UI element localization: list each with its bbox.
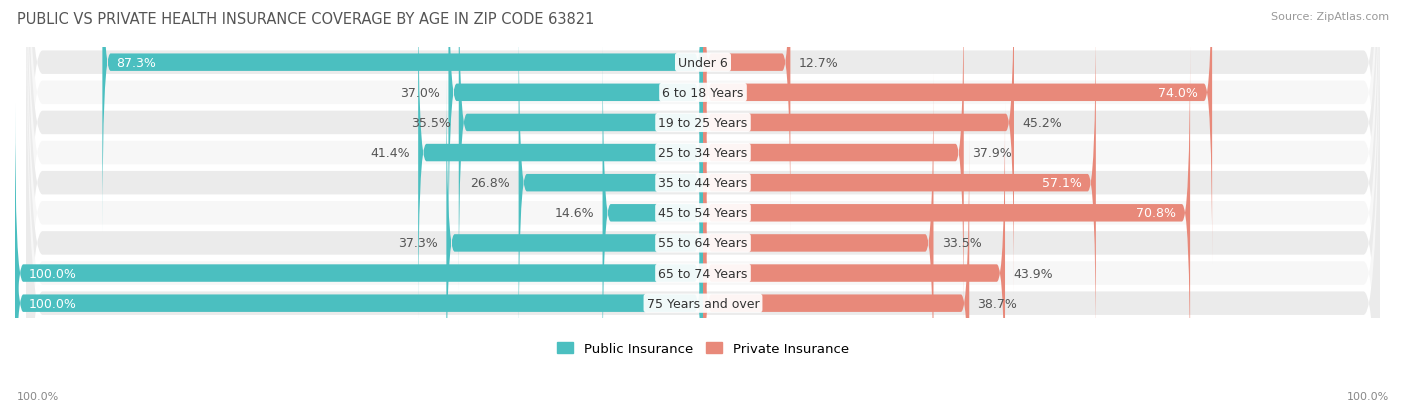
FancyBboxPatch shape <box>449 0 703 265</box>
FancyBboxPatch shape <box>25 0 1381 413</box>
Text: 38.7%: 38.7% <box>977 297 1018 310</box>
Legend: Public Insurance, Private Insurance: Public Insurance, Private Insurance <box>553 337 853 361</box>
FancyBboxPatch shape <box>703 0 1014 295</box>
FancyBboxPatch shape <box>15 132 703 413</box>
Text: Source: ZipAtlas.com: Source: ZipAtlas.com <box>1271 12 1389 22</box>
Text: 100.0%: 100.0% <box>17 391 59 401</box>
Text: 100.0%: 100.0% <box>28 267 77 280</box>
FancyBboxPatch shape <box>703 132 969 413</box>
FancyBboxPatch shape <box>519 12 703 355</box>
Text: 37.3%: 37.3% <box>398 237 439 250</box>
FancyBboxPatch shape <box>418 0 703 325</box>
Text: 100.0%: 100.0% <box>1347 391 1389 401</box>
Text: 35 to 44 Years: 35 to 44 Years <box>658 177 748 190</box>
FancyBboxPatch shape <box>703 0 1212 265</box>
Text: 43.9%: 43.9% <box>1014 267 1053 280</box>
Text: 14.6%: 14.6% <box>555 207 595 220</box>
Text: 37.9%: 37.9% <box>972 147 1012 160</box>
Text: 70.8%: 70.8% <box>1136 207 1177 220</box>
FancyBboxPatch shape <box>103 0 703 235</box>
Text: 55 to 64 Years: 55 to 64 Years <box>658 237 748 250</box>
FancyBboxPatch shape <box>603 42 703 385</box>
FancyBboxPatch shape <box>703 0 790 235</box>
Text: 12.7%: 12.7% <box>799 57 838 69</box>
Text: 37.0%: 37.0% <box>401 87 440 100</box>
Text: 75 Years and over: 75 Years and over <box>647 297 759 310</box>
FancyBboxPatch shape <box>25 0 1381 413</box>
Text: 74.0%: 74.0% <box>1159 87 1198 100</box>
Text: 45.2%: 45.2% <box>1022 116 1062 130</box>
FancyBboxPatch shape <box>703 72 934 413</box>
Text: 26.8%: 26.8% <box>471 177 510 190</box>
FancyBboxPatch shape <box>25 0 1381 412</box>
FancyBboxPatch shape <box>446 72 703 413</box>
Text: 87.3%: 87.3% <box>117 57 156 69</box>
Text: 6 to 18 Years: 6 to 18 Years <box>662 87 744 100</box>
FancyBboxPatch shape <box>15 102 703 413</box>
Text: Under 6: Under 6 <box>678 57 728 69</box>
FancyBboxPatch shape <box>458 0 703 295</box>
FancyBboxPatch shape <box>25 0 1381 413</box>
Text: 57.1%: 57.1% <box>1042 177 1083 190</box>
Text: 45 to 54 Years: 45 to 54 Years <box>658 207 748 220</box>
FancyBboxPatch shape <box>703 42 1189 385</box>
Text: 41.4%: 41.4% <box>370 147 411 160</box>
Text: 35.5%: 35.5% <box>411 116 450 130</box>
Text: 65 to 74 Years: 65 to 74 Years <box>658 267 748 280</box>
Text: 19 to 25 Years: 19 to 25 Years <box>658 116 748 130</box>
Text: PUBLIC VS PRIVATE HEALTH INSURANCE COVERAGE BY AGE IN ZIP CODE 63821: PUBLIC VS PRIVATE HEALTH INSURANCE COVER… <box>17 12 595 27</box>
FancyBboxPatch shape <box>703 102 1005 413</box>
Text: 25 to 34 Years: 25 to 34 Years <box>658 147 748 160</box>
FancyBboxPatch shape <box>25 0 1381 413</box>
FancyBboxPatch shape <box>25 0 1381 413</box>
FancyBboxPatch shape <box>25 0 1381 413</box>
FancyBboxPatch shape <box>25 0 1381 413</box>
Text: 33.5%: 33.5% <box>942 237 981 250</box>
FancyBboxPatch shape <box>703 12 1095 355</box>
FancyBboxPatch shape <box>25 0 1381 413</box>
Text: 100.0%: 100.0% <box>28 297 77 310</box>
FancyBboxPatch shape <box>703 0 963 325</box>
